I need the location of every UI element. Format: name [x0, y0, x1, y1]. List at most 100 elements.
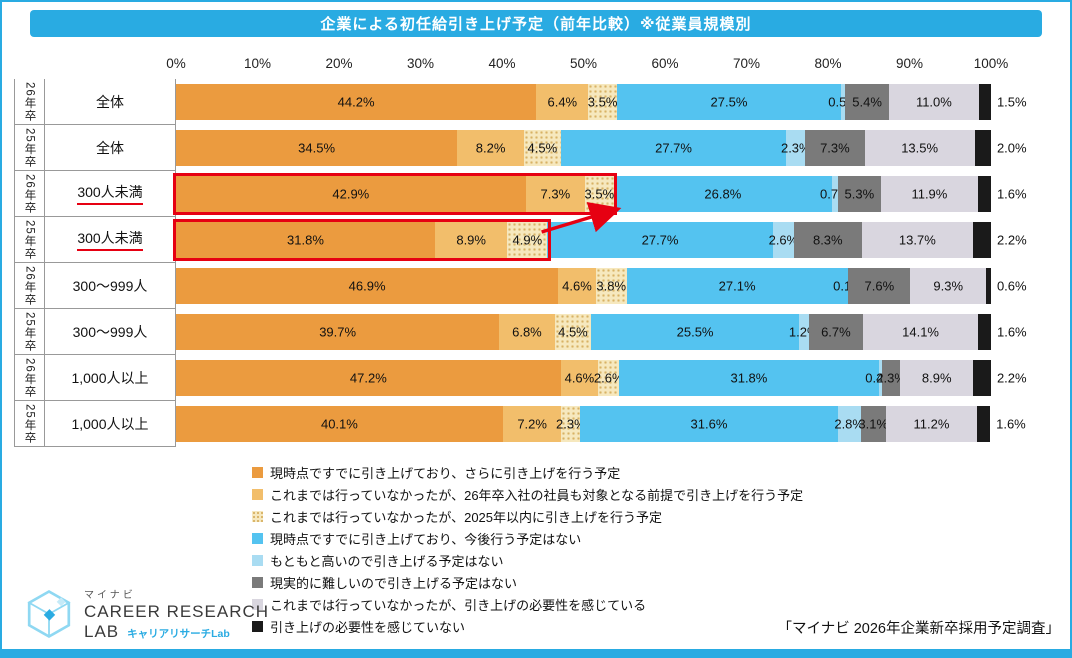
- legend-item: これまでは行っていなかったが、引き上げの必要性を感じている: [252, 593, 1070, 615]
- bar-segment: 6.7%: [808, 314, 864, 350]
- segment-value-label: 27.7%: [641, 232, 679, 248]
- legend-marker: [252, 554, 263, 566]
- row-year-label: 25年卒: [15, 401, 45, 446]
- segment-value-label: 4.6%: [564, 370, 595, 386]
- bar-segment: 4.5%: [524, 130, 561, 166]
- bar-track: 46.9%4.6%3.8%27.1%0.1%7.6%9.3%0.6%: [176, 263, 1027, 309]
- segment-value-label: 8.9%: [456, 232, 486, 248]
- x-axis: 0% 10% 20% 30% 40% 50% 60% 70% 80% 90% 100%: [166, 37, 1008, 79]
- segment-value-label: 2.2%: [996, 370, 1027, 386]
- segment-value-label: 39.7%: [319, 324, 357, 340]
- stacked-bar-chart: 0% 10% 20% 30% 40% 50% 60% 70% 80% 90% 100% 26年卒 全体…: [14, 37, 1027, 447]
- stacked-bar: 39.7% 6.8% 4.5% 25.5% 1.2% 6.7% 14.1% 1.6%: [176, 314, 1027, 350]
- bar-track: 34.5% 8.2% 4.5% 27.7% 2.3% 7.3% 13.5% 2.0%: [176, 125, 1027, 171]
- x-tick: 40%: [488, 56, 516, 71]
- bar-segment: 6.4%: [536, 84, 589, 120]
- bar-segment: 4.9%: [507, 222, 548, 258]
- bar-segment: 2.8%: [834, 406, 864, 442]
- legend-item: 引き上げの必要性を感じていない: [252, 615, 1070, 637]
- segment-value-label: 5.4%: [852, 94, 882, 110]
- row-group-cell: 300〜999人: [45, 309, 175, 354]
- row-group-label: 300人未満: [77, 182, 143, 205]
- segment-value-label: 46.9%: [348, 278, 386, 294]
- bar-track: 44.2% 6.4% 3.5% 27.5% 0.5% 5.4% 11.0% 1.5%: [176, 79, 1027, 125]
- segment-value-label: 6.7%: [821, 324, 851, 340]
- row-label-cell: 25年卒 300〜999人: [14, 309, 176, 355]
- bar-segment: 44.2%: [176, 84, 537, 120]
- legend-label: 引き上げの必要性を感じていない: [270, 619, 466, 635]
- segment-value-label: 31.8%: [730, 370, 768, 386]
- x-tick: 50%: [569, 56, 598, 71]
- row-label-cell: 26年卒 300〜999人: [14, 263, 176, 309]
- bar-segment: 2.3%: [876, 360, 906, 396]
- segment-value-label: 42.9%: [332, 186, 370, 202]
- segment-value-label: 11.2%: [913, 416, 950, 432]
- bar-segment: 5.4%: [845, 84, 890, 120]
- segment-value-label: 7.6%: [864, 278, 895, 294]
- segment-value-label: 34.5%: [298, 140, 336, 156]
- bar-segment: 46.9%: [176, 268, 559, 304]
- row-label-cell: 25年卒 1,000人以上: [14, 401, 176, 447]
- x-tick: 70%: [732, 56, 761, 71]
- segment-value-label: 7.2%: [517, 416, 547, 432]
- bar-segment: 8.2%: [457, 130, 524, 166]
- segment-value-label: 2.3%: [780, 140, 811, 156]
- row-group-label: 300〜999人: [72, 323, 148, 340]
- segment-value-label: 4.6%: [562, 278, 592, 294]
- bar-segment: 7.2%: [502, 406, 562, 442]
- segment-value-label: 47.2%: [349, 370, 387, 386]
- segment-value-label: 2.8%: [834, 416, 864, 432]
- bar-segment: 3.5%: [588, 84, 617, 120]
- stacked-bar: 42.9% 7.3% 3.5% 26.8% 0.7% 5.3% 11.9% 1.6%: [176, 176, 1027, 212]
- segment-value-label: 9.3%: [933, 278, 964, 294]
- bar-segment: 2.6%: [594, 360, 624, 396]
- legend-label: これまでは行っていなかったが、26年卒入社の社員も対象となる前提で引き上げを行う…: [270, 487, 804, 503]
- row-year-label: 26年卒: [15, 79, 45, 124]
- bottom-accent-bar: [2, 649, 1070, 656]
- segment-value-label: 27.1%: [718, 278, 756, 294]
- stacked-bar: 34.5% 8.2% 4.5% 27.7% 2.3% 7.3% 13.5% 2.0%: [176, 130, 1027, 166]
- bar-segment: 2.0%: [974, 130, 1027, 166]
- page-title: 企業による初任給引き上げ予定（前年比較）※従業員規模別: [30, 10, 1042, 37]
- segment-value-label: 44.2%: [337, 94, 375, 110]
- x-tick: 60%: [651, 56, 679, 71]
- bar-segment: 39.7%: [176, 314, 500, 350]
- segment-value-label: 7.3%: [820, 140, 850, 156]
- bar-segment: 31.8%: [176, 222, 435, 258]
- bar-segment: 0.6%: [986, 268, 1027, 304]
- bar-track: 42.9% 7.3% 3.5% 26.8% 0.7% 5.3% 11.9% 1.6%: [173, 171, 1027, 217]
- legend-marker: [252, 576, 263, 588]
- row-group-label: 1,000人以上: [71, 415, 149, 432]
- row-group-cell: 全体: [45, 125, 175, 170]
- row-year-label: 25年卒: [15, 217, 45, 262]
- bar-segment: 31.8%: [619, 360, 879, 396]
- row-label-cell: 26年卒 全体: [14, 79, 176, 125]
- bar-segment: 5.3%: [837, 176, 881, 212]
- segment-value-label: 6.8%: [512, 324, 542, 340]
- row-group-cell: 全体: [45, 79, 175, 124]
- bar-segment: 8.9%: [434, 222, 508, 258]
- bar-segment: 4.6%: [558, 268, 596, 304]
- bar-segment: 4.5%: [554, 314, 592, 350]
- segment-value-label: 2.6%: [768, 232, 799, 248]
- x-tick: 0%: [166, 56, 186, 71]
- bar-segment: 34.5%: [176, 130, 458, 166]
- segment-value-label: 27.7%: [655, 140, 692, 156]
- bar-segment: 1.2%: [789, 314, 819, 350]
- legend-label: これまでは行っていなかったが、引き上げの必要性を感じている: [270, 597, 647, 613]
- segment-value-label: 1.6%: [996, 416, 1026, 432]
- bar-segment: 1.6%: [977, 406, 1026, 442]
- row-group-label: 全体: [96, 139, 124, 156]
- x-tick: 10%: [243, 56, 272, 71]
- row-group-cell: 1,000人以上: [45, 355, 175, 400]
- row-group-label: 全体: [96, 93, 124, 110]
- bar-segment: 25.5%: [591, 314, 799, 350]
- segment-value-label: 13.5%: [901, 140, 939, 156]
- legend-label: これまでは行っていなかったが、2025年以内に引き上げを行う予定: [270, 509, 663, 525]
- x-tick: 90%: [895, 56, 924, 71]
- row-group-label: 1,000人以上: [71, 369, 149, 386]
- bar-segment: 7.3%: [805, 130, 865, 166]
- logo-brand-sub: キャリアリサーチLab: [127, 628, 230, 640]
- segment-value-label: 13.7%: [898, 232, 936, 248]
